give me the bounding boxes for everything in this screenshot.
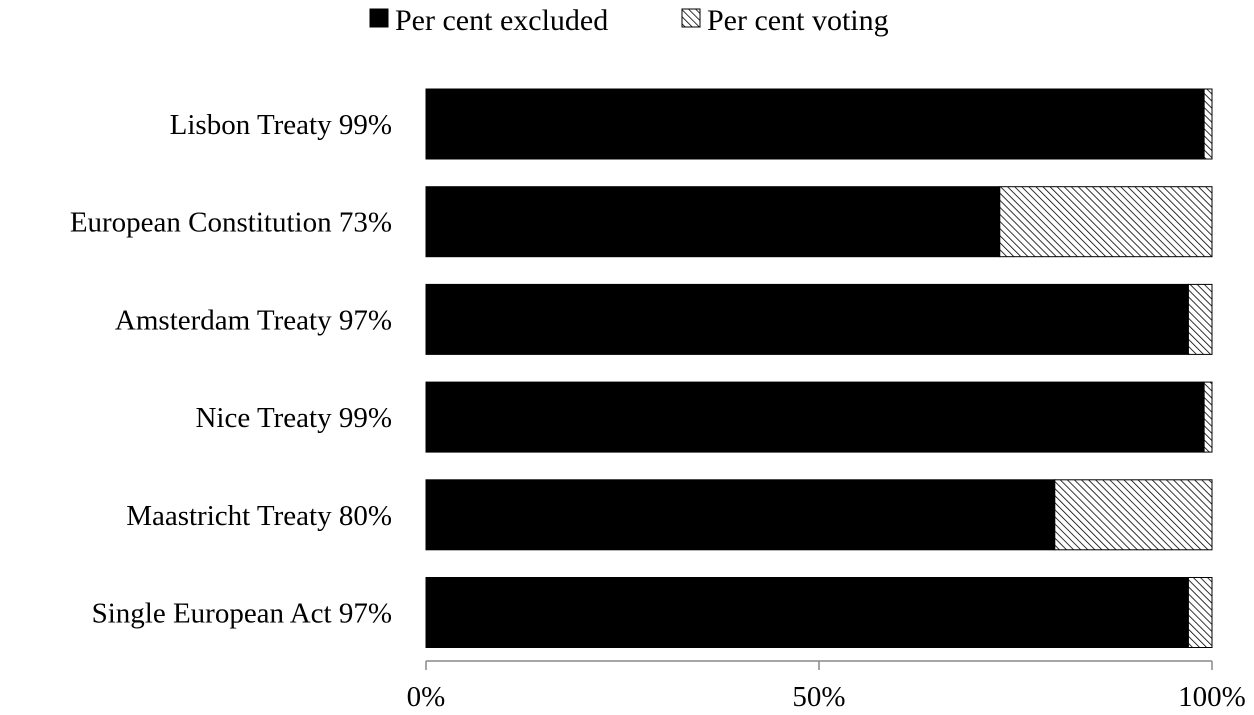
category-label: Lisbon Treaty 99% xyxy=(170,109,392,141)
bar-per-cent-excluded-single-european-act-97 xyxy=(426,578,1188,648)
bar-per-cent-voting-lisbon-treaty-99 xyxy=(1204,89,1212,159)
category-label: Maastricht Treaty 80% xyxy=(126,500,392,532)
bar-per-cent-voting-european-constitution-73 xyxy=(1000,187,1212,257)
category-label: European Constitution 73% xyxy=(70,207,392,239)
bar-per-cent-excluded-amsterdam-treaty-97 xyxy=(426,284,1188,354)
bar-per-cent-voting-nice-treaty-99 xyxy=(1204,382,1212,452)
bar-per-cent-excluded-nice-treaty-99 xyxy=(426,382,1204,452)
category-label: Nice Treaty 99% xyxy=(195,402,392,434)
category-labels: Lisbon Treaty 99% European Constitution 7… xyxy=(70,109,392,630)
x-tick-label: 50% xyxy=(792,681,845,713)
x-tick-label: 0% xyxy=(407,681,446,713)
bar-per-cent-voting-amsterdam-treaty-97 xyxy=(1188,284,1212,354)
x-tick-label: 100% xyxy=(1178,681,1246,713)
legend: Per cent excluded Per cent voting xyxy=(370,4,889,37)
legend-label-per-cent-excluded: Per cent excluded xyxy=(395,4,608,37)
x-axis: 0% 50% 100% xyxy=(407,661,1246,713)
bar-per-cent-excluded-european-constitution-73 xyxy=(426,187,1000,257)
legend-swatch-per-cent-voting xyxy=(682,9,700,27)
bar-per-cent-excluded-maastricht-treaty-80 xyxy=(426,480,1055,550)
bar-per-cent-voting-maastricht-treaty-80 xyxy=(1055,480,1212,550)
bar-per-cent-voting-single-european-act-97 xyxy=(1188,578,1212,648)
category-label: Single European Act 97% xyxy=(92,598,392,630)
legend-swatch-per-cent-excluded xyxy=(370,9,388,27)
bars-group xyxy=(426,89,1212,648)
category-label: Amsterdam Treaty 97% xyxy=(115,304,392,336)
bar-per-cent-excluded-lisbon-treaty-99 xyxy=(426,89,1204,159)
legend-label-per-cent-voting: Per cent voting xyxy=(707,4,889,37)
